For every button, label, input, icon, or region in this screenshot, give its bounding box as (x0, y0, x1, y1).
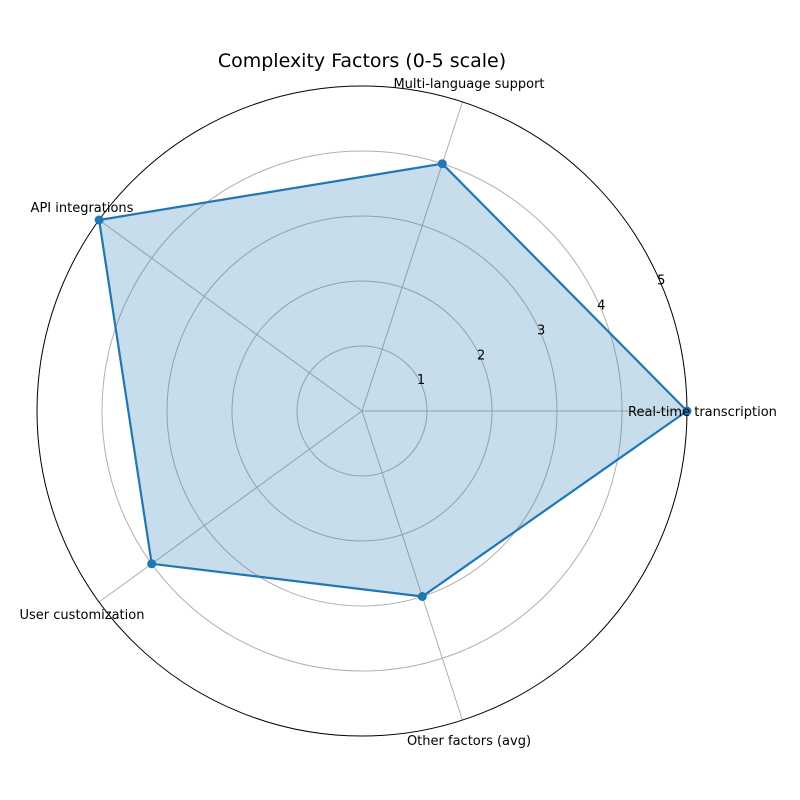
chart-title: Complexity Factors (0-5 scale) (218, 50, 506, 72)
grid-layer (36, 85, 688, 737)
data-point (417, 592, 427, 601)
series-area (99, 163, 688, 597)
label-layer: 1 2 3 4 5 Real-time transcription Multi-langua… (20, 77, 777, 749)
data-point (682, 406, 692, 416)
radial-tick-label: 3 (537, 323, 545, 338)
spoke-line (98, 219, 363, 412)
spoke-line (361, 410, 463, 721)
category-label: API integrations (31, 201, 134, 216)
category-label: Multi-language support (393, 77, 544, 92)
data-point (94, 215, 104, 225)
category-label: Other factors (avg) (407, 734, 531, 749)
category-label: Real-time transcription (628, 405, 777, 420)
data-point (437, 159, 447, 169)
category-label: User customization (20, 608, 145, 623)
data-layer (94, 159, 692, 601)
series-line (97, 162, 689, 598)
radial-tick-label: 1 (417, 373, 425, 388)
spoke-line (361, 101, 463, 412)
radial-tick-label: 5 (657, 274, 665, 289)
radial-tick-label: 2 (477, 348, 485, 363)
data-point (147, 559, 157, 569)
spoke-line (98, 410, 363, 603)
radial-tick-label: 4 (597, 299, 605, 314)
